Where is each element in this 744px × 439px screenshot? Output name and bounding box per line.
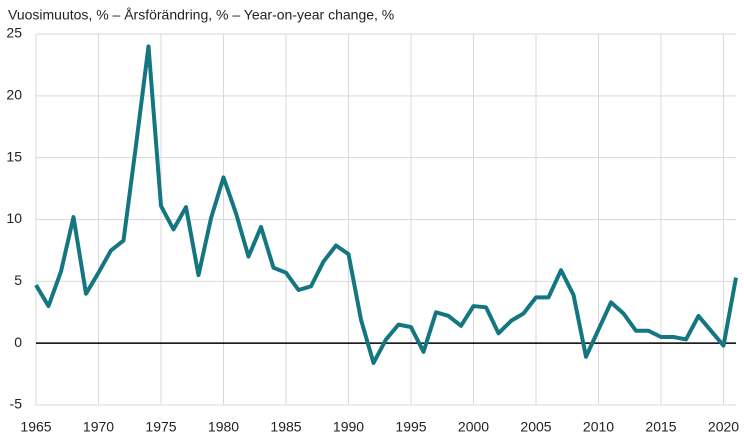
x-tick-label: 1975 [145, 419, 176, 435]
y-tick-label: 10 [6, 210, 22, 226]
y-tick-label: 0 [14, 334, 22, 350]
x-tick-label: 2010 [583, 419, 614, 435]
x-tick-label: 1980 [208, 419, 239, 435]
x-tick-label: 1990 [333, 419, 364, 435]
y-tick-label: 20 [6, 87, 22, 103]
y-tick-label: 5 [14, 272, 22, 288]
x-tick-label: 1965 [20, 419, 51, 435]
y-tick-label: -5 [10, 396, 23, 412]
x-tick-label: 2000 [458, 419, 489, 435]
x-tick-label: 2020 [708, 419, 739, 435]
chart-title: Vuosimuutos, % – Årsförändring, % – Year… [8, 7, 394, 23]
x-tick-label: 1970 [83, 419, 114, 435]
line [34, 44, 738, 365]
x-tick-label: 2015 [645, 419, 676, 435]
x-tick-label: 1985 [270, 419, 301, 435]
y-tick-label: 15 [6, 148, 22, 164]
x-tick-label: 1995 [395, 419, 426, 435]
x-tick-label: 2005 [520, 419, 551, 435]
y-tick-label: 25 [6, 25, 22, 41]
